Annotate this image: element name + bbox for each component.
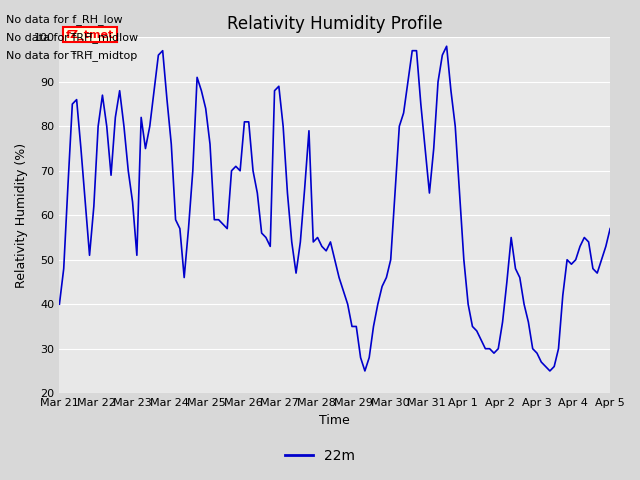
Text: No data for f_RH_low: No data for f_RH_low: [6, 13, 123, 24]
Text: fZ_tmet: fZ_tmet: [66, 29, 115, 39]
Legend: 22m: 22m: [280, 443, 360, 468]
X-axis label: Time: Time: [319, 414, 350, 427]
Y-axis label: Relativity Humidity (%): Relativity Humidity (%): [15, 143, 28, 288]
Text: No data for f̅RH̅_midlow: No data for f̅RH̅_midlow: [6, 32, 138, 43]
Text: No data for f̅RH̅_midtop: No data for f̅RH̅_midtop: [6, 50, 138, 61]
Title: Relativity Humidity Profile: Relativity Humidity Profile: [227, 15, 443, 33]
